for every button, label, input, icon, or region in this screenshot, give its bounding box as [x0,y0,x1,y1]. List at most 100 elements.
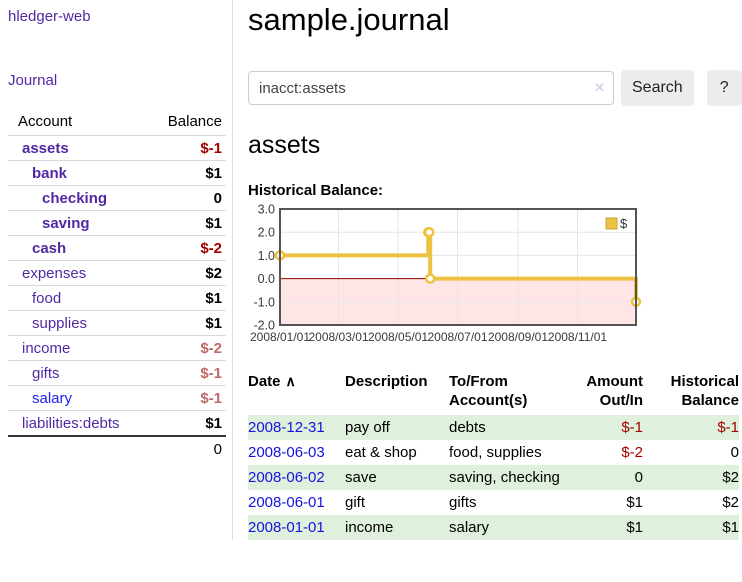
account-row: saving $1 [8,211,226,236]
transaction-amount: $1 [561,490,643,515]
transaction-description: eat & shop [345,440,449,465]
transaction-date-link[interactable]: 2008-12-31 [248,419,325,436]
account-column-header: Account [8,110,151,136]
svg-text:1.0: 1.0 [258,249,275,263]
clear-search-icon[interactable]: ✕ [594,80,605,96]
chart-canvas: $3.02.01.00.0-1.0-2.02008/01/012008/03/0… [248,204,646,350]
sidebar-account-link[interactable]: cash [32,240,66,257]
account-balance: $-1 [151,386,226,411]
sidebar-account-link[interactable]: bank [32,165,67,182]
transaction-balance: $2 [643,465,739,490]
sidebar-account-link[interactable]: expenses [22,265,86,282]
account-balance-table: Account Balance assets $-1 bank $1 check… [8,110,226,461]
account-row: salary $-1 [8,386,226,411]
legend-label: $ [620,216,628,231]
sidebar-account-link[interactable]: supplies [32,315,87,332]
svg-text:2008/11/01: 2008/11/01 [548,330,607,344]
amount-column-header: Amount Out/In [561,370,643,415]
register-row: 2008-01-01 income salary $1 $1 [248,515,739,540]
account-balance: $-1 [151,361,226,386]
spacer [8,436,151,461]
transaction-date-link[interactable]: 2008-01-01 [248,519,325,536]
svg-text:0.0: 0.0 [258,272,275,286]
transaction-description: pay off [345,415,449,440]
sidebar-account-link[interactable]: gifts [32,365,60,382]
sidebar-account-link[interactable]: assets [22,140,69,157]
account-row: food $1 [8,286,226,311]
sidebar-account-link[interactable]: food [32,290,61,307]
transaction-accounts: saving, checking [449,465,561,490]
svg-text:-1.0: -1.0 [253,295,275,309]
transaction-balance: $-1 [643,415,739,440]
transaction-balance: 0 [643,440,739,465]
account-balance: $-2 [151,336,226,361]
transaction-date-link[interactable]: 2008-06-01 [248,494,325,511]
transaction-description: gift [345,490,449,515]
account-row: income $-2 [8,336,226,361]
account-row: supplies $1 [8,311,226,336]
main-content: sample.journal ✕ Search ? assets Histori… [233,0,742,540]
svg-text:2008/07/01: 2008/07/01 [427,330,487,344]
help-button[interactable]: ? [707,70,742,106]
svg-text:2008/09/01: 2008/09/01 [488,330,548,344]
page-title: sample.journal [248,2,742,38]
date-column-header[interactable]: Date∧ [248,370,345,415]
transaction-date-link[interactable]: 2008-06-02 [248,469,325,486]
sidebar-item-journal[interactable]: Journal [8,72,57,89]
transaction-date-link[interactable]: 2008-06-03 [248,444,325,461]
account-heading: assets [248,131,742,160]
svg-text:2008/05/01: 2008/05/01 [368,330,428,344]
sidebar-account-link[interactable]: income [22,340,70,357]
register-header-row: Date∧ Description To/From Account(s) Amo… [248,370,739,415]
account-row: assets $-1 [8,136,226,161]
account-balance: 0 [151,186,226,211]
transaction-accounts: debts [449,415,561,440]
balance-column-header: Balance [151,110,226,136]
svg-text:3.0: 3.0 [258,204,275,217]
account-row: cash $-2 [8,236,226,261]
transaction-amount: $1 [561,515,643,540]
sidebar-account-link[interactable]: liabilities:debts [22,415,120,432]
historical-balance-chart: $3.02.01.00.0-1.0-2.02008/01/012008/03/0… [248,204,742,355]
brand-link[interactable]: hledger-web [8,8,91,25]
transaction-description: save [345,465,449,490]
sidebar-account-link[interactable]: saving [42,215,90,232]
search-input[interactable] [248,71,614,105]
description-column-header: Description [345,370,449,415]
svg-text:2.0: 2.0 [258,226,275,240]
svg-text:2008/01/01: 2008/01/01 [250,330,310,344]
transaction-amount: $-1 [561,415,643,440]
register-row: 2008-06-01 gift gifts $1 $2 [248,490,739,515]
account-balance: $2 [151,261,226,286]
account-row: expenses $2 [8,261,226,286]
transaction-amount: $-2 [561,440,643,465]
transaction-description: income [345,515,449,540]
account-balance: $1 [151,411,226,437]
search-form: ✕ Search ? [248,70,742,106]
register-table: Date∧ Description To/From Account(s) Amo… [248,370,739,540]
register-row: 2008-06-02 save saving, checking 0 $2 [248,465,739,490]
account-balance: $1 [151,286,226,311]
app-layout: hledger-web Journal Account Balance asse… [0,0,742,540]
account-balance: $1 [151,161,226,186]
register-row: 2008-12-31 pay off debts $-1 $-1 [248,415,739,440]
transaction-accounts: food, supplies [449,440,561,465]
sidebar-account-link[interactable]: checking [42,190,107,207]
transaction-balance: $1 [643,515,739,540]
account-row: checking 0 [8,186,226,211]
svg-text:2008/03/01: 2008/03/01 [308,330,368,344]
account-balance: $1 [151,211,226,236]
account-row: gifts $-1 [8,361,226,386]
transaction-amount: 0 [561,465,643,490]
transaction-accounts: gifts [449,490,561,515]
transaction-balance: $2 [643,490,739,515]
account-balance: $1 [151,311,226,336]
account-balance: $-2 [151,236,226,261]
balance-total-row: 0 [8,436,226,461]
register-row: 2008-06-03 eat & shop food, supplies $-2… [248,440,739,465]
total-balance: 0 [151,436,226,461]
account-row: liabilities:debts $1 [8,411,226,437]
account-balance: $-1 [151,136,226,161]
sidebar-account-link[interactable]: salary [32,390,72,407]
search-button[interactable]: Search [621,70,694,106]
